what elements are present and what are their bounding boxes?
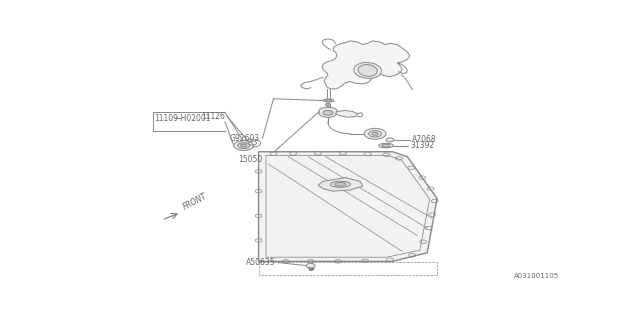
Circle shape — [386, 138, 394, 142]
Ellipse shape — [326, 100, 332, 101]
Ellipse shape — [323, 99, 334, 102]
Text: 11109: 11109 — [154, 114, 179, 123]
Text: FRONT: FRONT — [182, 191, 209, 212]
Ellipse shape — [358, 65, 378, 76]
Ellipse shape — [354, 62, 381, 78]
Text: —H02001: —H02001 — [173, 114, 211, 123]
Circle shape — [372, 132, 378, 135]
Text: A50635: A50635 — [246, 258, 276, 267]
Text: 11126: 11126 — [201, 111, 225, 121]
Circle shape — [369, 131, 381, 137]
Circle shape — [237, 143, 250, 148]
Ellipse shape — [379, 143, 394, 148]
Circle shape — [364, 128, 386, 139]
Text: A031001105: A031001105 — [513, 273, 559, 279]
Ellipse shape — [330, 181, 350, 187]
Circle shape — [241, 144, 246, 147]
Text: 15050: 15050 — [238, 155, 262, 164]
Circle shape — [234, 141, 253, 150]
Polygon shape — [318, 178, 363, 191]
Text: 31392: 31392 — [411, 141, 435, 150]
Text: G92603: G92603 — [229, 134, 260, 143]
Polygon shape — [319, 108, 337, 118]
Circle shape — [323, 110, 333, 115]
Ellipse shape — [335, 182, 346, 186]
Circle shape — [326, 103, 330, 106]
Ellipse shape — [382, 144, 390, 147]
Polygon shape — [322, 41, 410, 89]
Text: A7068: A7068 — [412, 135, 437, 144]
Circle shape — [306, 263, 315, 268]
Polygon shape — [259, 152, 437, 261]
Polygon shape — [335, 110, 358, 117]
